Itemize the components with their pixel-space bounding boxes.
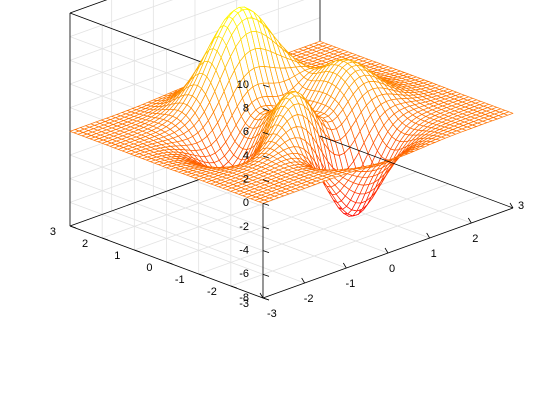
z-tick xyxy=(262,226,270,230)
gridline-x xyxy=(194,180,389,254)
y-tick xyxy=(230,285,237,289)
gridline-x xyxy=(111,210,305,284)
x-tick-label: 2 xyxy=(472,233,478,245)
z-tick-label: -6 xyxy=(239,268,249,280)
z-tick xyxy=(262,108,270,112)
y-tick-label: 3 xyxy=(50,226,56,238)
z-tick-label: 10 xyxy=(237,79,249,91)
z-tick xyxy=(262,84,270,88)
surface-mesh xyxy=(69,6,514,217)
y-tick-label: 2 xyxy=(82,238,88,250)
x-tick xyxy=(301,277,306,284)
x-tick-label: 0 xyxy=(389,263,395,275)
surface-face xyxy=(503,111,514,116)
x-tick xyxy=(384,247,389,254)
z-tick-label: 2 xyxy=(243,174,249,186)
y-tick xyxy=(166,261,173,265)
y-tick-label: 1 xyxy=(114,250,120,262)
y-tick xyxy=(198,273,205,277)
x-axis-ticks: -3 -2 -1 0 1 2 3 xyxy=(259,200,524,320)
x-tick xyxy=(259,292,264,299)
y-tick xyxy=(262,297,270,301)
x-tick-label: -1 xyxy=(345,278,355,290)
z-tick xyxy=(262,250,270,254)
y-tick-label: 0 xyxy=(146,262,152,274)
z-tick-label: -2 xyxy=(239,221,249,233)
z-tick xyxy=(262,273,270,277)
x-tick xyxy=(426,232,431,239)
z-tick xyxy=(262,202,270,206)
axis-box-edge xyxy=(319,135,514,209)
z-tick-label: 0 xyxy=(243,197,249,209)
z-tick-label: 8 xyxy=(243,103,249,115)
gridline-x xyxy=(153,195,347,269)
y-tick-label: -2 xyxy=(207,286,217,298)
z-tick-label: 4 xyxy=(243,150,249,162)
y-tick-label: -1 xyxy=(175,274,185,286)
z-tick xyxy=(262,179,270,183)
z-tick-label: -8 xyxy=(239,292,249,304)
z-axis-ticks: -8 -6 -4 -2 0 2 4 6 8 10 xyxy=(237,79,270,304)
x-tick xyxy=(467,217,472,224)
x-tick-label: -2 xyxy=(304,293,314,305)
x-tick-label: 1 xyxy=(431,248,437,260)
z-tick xyxy=(262,155,270,159)
y-axis-ticks: -3 -2 -1 0 1 2 3 xyxy=(50,225,270,310)
x-tick xyxy=(342,262,347,269)
y-tick-label: -3 xyxy=(239,298,249,310)
z-tick xyxy=(262,131,270,135)
x-tick-label: 3 xyxy=(518,200,524,212)
z-tick-label: 6 xyxy=(243,126,249,138)
y-tick xyxy=(69,225,77,229)
x-tick-label: -3 xyxy=(267,308,277,320)
x-tick xyxy=(509,202,514,209)
y-tick xyxy=(134,249,141,253)
z-tick-label: -4 xyxy=(239,245,249,257)
y-tick xyxy=(102,237,109,241)
